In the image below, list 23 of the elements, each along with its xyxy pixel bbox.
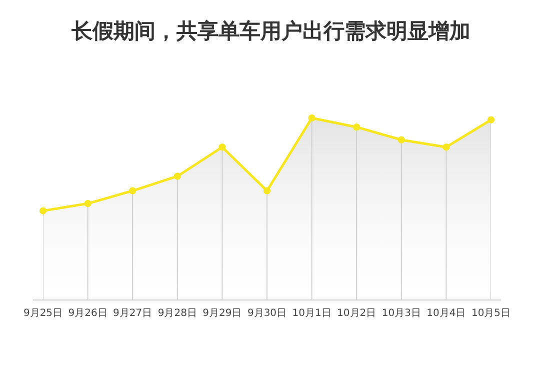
point	[442, 144, 450, 151]
x-tick-label: 9月30日	[247, 308, 287, 319]
point	[218, 144, 226, 151]
x-tick-label: 9月26日	[68, 308, 108, 319]
point	[353, 124, 360, 131]
x-tick-label: 10月3日	[382, 308, 421, 319]
point	[308, 114, 316, 122]
x-tick-label: 9月27日	[113, 308, 152, 319]
point	[488, 116, 494, 124]
x-tick-label: 10月4日	[426, 308, 466, 319]
x-tick-label: 10月2日	[337, 308, 376, 319]
point	[264, 187, 270, 194]
x-tick-label: 9月28日	[158, 308, 197, 319]
point	[129, 187, 136, 194]
x-tick-label: 10月1日	[292, 308, 332, 319]
point	[174, 172, 181, 180]
x-tick-label: 10月5日	[471, 308, 511, 319]
x-tick-label: 9月25日	[23, 308, 63, 319]
chart-title: 长假期间，共享单车用户出行需求明显增加	[70, 19, 470, 43]
point	[398, 136, 405, 144]
point	[40, 207, 46, 214]
x-tick-label: 9月29日	[202, 308, 242, 319]
point	[84, 200, 92, 208]
